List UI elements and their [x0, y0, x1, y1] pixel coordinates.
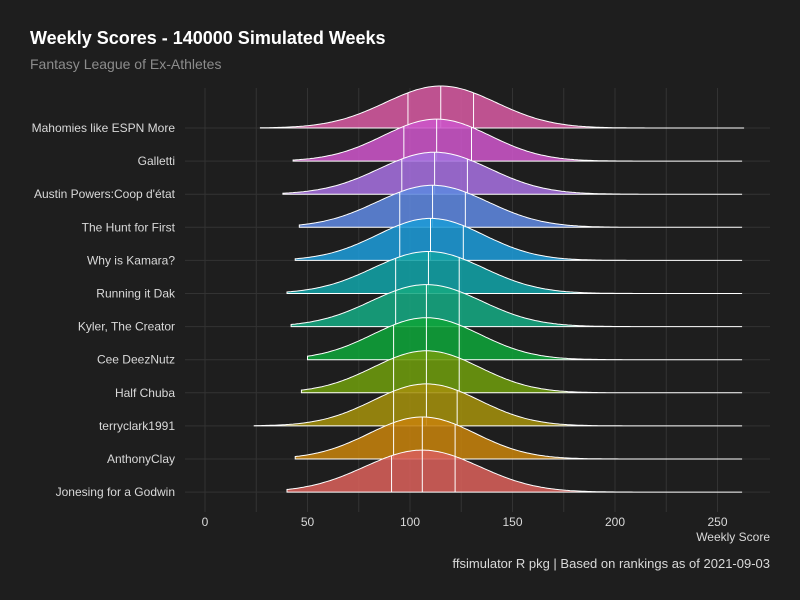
- y-tick-labels: Mahomies like ESPN More Galletti Austin Po…: [32, 121, 176, 499]
- x-tick-label: 200: [605, 515, 625, 529]
- ridge-9: [253, 383, 743, 427]
- y-tick-label: The Hunt for First: [82, 220, 176, 234]
- y-tick-label: AnthonyClay: [107, 452, 175, 466]
- y-tick-label: Running it Dak: [96, 287, 176, 301]
- ridge-area: [259, 85, 745, 129]
- y-tick-label: Mahomies like ESPN More: [32, 121, 176, 135]
- ridge-area: [294, 217, 743, 261]
- x-tick-labels: 0 50 100 150 200 250: [202, 515, 728, 529]
- chart-caption: ffsimulator R pkg | Based on rankings as…: [453, 556, 770, 571]
- ridge-area: [290, 284, 743, 328]
- y-tick-label: Cee DeezNutz: [97, 353, 175, 367]
- ridge-area: [292, 118, 743, 162]
- ridge-area: [286, 449, 743, 493]
- x-tick-label: 100: [400, 515, 420, 529]
- ridge-area: [294, 416, 743, 460]
- ridge-7: [307, 317, 743, 361]
- ridge-area: [282, 151, 743, 195]
- y-tick-label: Austin Powers:Coop d'état: [34, 187, 176, 201]
- x-tick-label: 250: [707, 515, 727, 529]
- ridge-area: [298, 184, 743, 228]
- x-tick-label: 150: [502, 515, 522, 529]
- y-tick-label: Kyler, The Creator: [78, 320, 175, 334]
- y-tick-label: Why is Kamara?: [87, 253, 175, 267]
- ridge-area: [307, 317, 743, 361]
- ridge-area: [286, 251, 743, 294]
- ridge-10: [294, 416, 743, 460]
- y-tick-label: Galletti: [138, 154, 175, 168]
- y-tick-label: Half Chuba: [115, 386, 175, 400]
- y-tick-label: Jonesing for a Godwin: [56, 485, 175, 499]
- x-axis-label: Weekly Score: [696, 530, 770, 544]
- y-tick-label: terryclark1991: [99, 419, 175, 433]
- ridge-area: [300, 350, 743, 394]
- x-tick-label: 0: [202, 515, 209, 529]
- ridge-area: [253, 383, 743, 427]
- ridge-2: [282, 151, 743, 195]
- chart-title: Weekly Scores - 140000 Simulated Weeks: [30, 28, 386, 48]
- ridge-11: [286, 449, 743, 493]
- chart-subtitle: Fantasy League of Ex-Athletes: [30, 56, 221, 72]
- ridges: [253, 85, 745, 493]
- x-tick-label: 50: [301, 515, 315, 529]
